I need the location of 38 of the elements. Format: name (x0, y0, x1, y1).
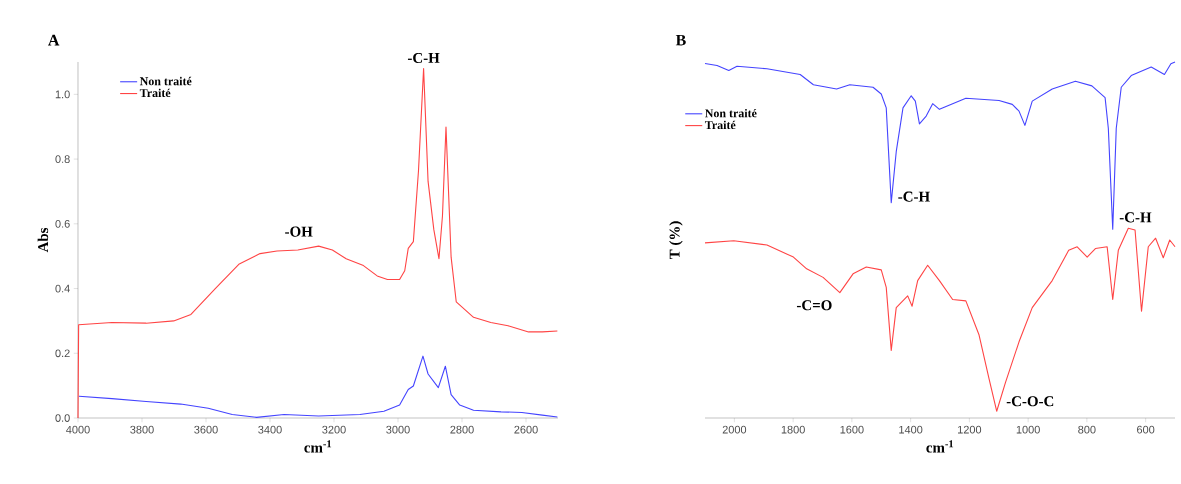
annotation: -C-H (1119, 212, 1152, 223)
x-tick-label: 600 (1137, 425, 1155, 434)
x-tick-label: 4000 (66, 425, 90, 434)
x-tick-label: 1000 (1016, 425, 1040, 434)
x-axis-title: cm$^{-1}$ (304, 440, 332, 453)
x-tick-label: 2800 (450, 425, 474, 434)
chart-title: A (48, 34, 60, 46)
y-tick-label: 0.0 (55, 414, 70, 422)
chart-title: B (675, 34, 686, 46)
x-tick-label: 3600 (194, 425, 218, 434)
x-tick-label: 800 (1078, 425, 1096, 434)
y-tick-label: 0.2 (55, 349, 70, 358)
legend-label: Non traité (705, 108, 757, 118)
x-tick-label: 3400 (258, 425, 282, 434)
x-tick-label: 3800 (130, 425, 154, 434)
y-tick-label: 0.8 (55, 155, 70, 163)
legend-label: Non traité (139, 76, 192, 86)
y-tick-label: 0.4 (55, 284, 70, 293)
annotation: -C-H (898, 191, 930, 202)
legend-label: Traité (139, 88, 171, 98)
x-tick-label: 1200 (958, 425, 982, 434)
annotation: -C-H (407, 52, 440, 63)
annotation: -C-O-C (1006, 396, 1054, 407)
x-tick-label: 3000 (386, 425, 410, 434)
x-tick-label: 1800 (781, 425, 805, 434)
y-axis-title: Abs (37, 227, 49, 253)
x-tick-label: 1400 (899, 425, 923, 434)
annotation: -C=O (796, 300, 832, 311)
x-axis-title: cm$^{-1}$ (926, 440, 954, 453)
x-tick-label: 3200 (322, 425, 346, 434)
x-tick-label: 2600 (514, 425, 538, 434)
y-tick-label: 0.6 (55, 219, 70, 228)
annotation: -OH (285, 226, 313, 237)
y-axis-title: T (%) (669, 221, 683, 260)
x-tick-label: 2000 (722, 425, 747, 434)
y-tick-label: 1.0 (55, 90, 70, 99)
legend-label: Traité (704, 120, 736, 130)
x-tick-label: 1600 (840, 425, 864, 434)
